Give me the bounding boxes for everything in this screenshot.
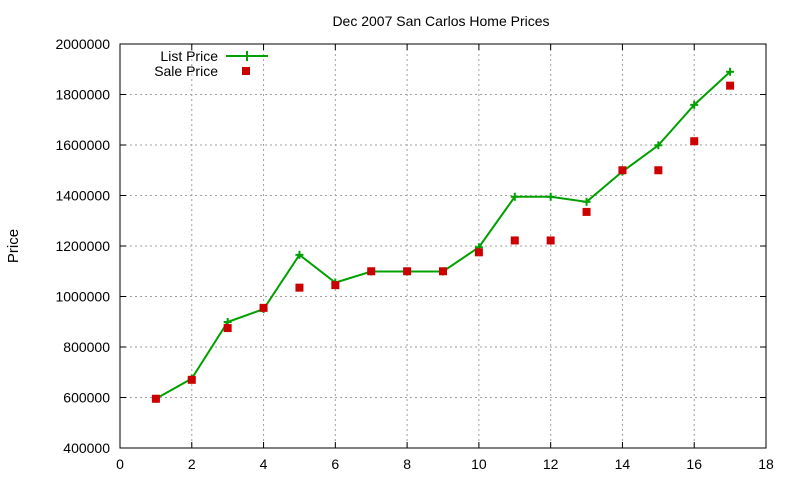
y-axis-label: Price xyxy=(5,229,22,263)
list-price-point xyxy=(690,100,699,109)
sale-price-point xyxy=(151,394,160,403)
sale-price-point xyxy=(726,81,735,90)
legend-label-sale-price: Sale Price xyxy=(154,63,218,79)
sale-price-point xyxy=(367,267,376,276)
x-tick-label: 8 xyxy=(403,456,411,472)
sale-price-point xyxy=(474,248,483,257)
x-tick-label: 14 xyxy=(615,456,631,472)
series-layer xyxy=(151,67,735,403)
sale-price-point xyxy=(187,375,196,384)
sale-price-point xyxy=(295,283,304,292)
legend-marker-list-price xyxy=(242,51,252,61)
chart-title: Dec 2007 San Carlos Home Prices xyxy=(332,13,549,29)
y-tick-label: 800000 xyxy=(63,339,110,355)
sale-price-point xyxy=(582,207,591,216)
legend-label-list-price: List Price xyxy=(160,48,218,64)
x-tick-label: 0 xyxy=(116,456,124,472)
y-tick-label: 600000 xyxy=(63,390,110,406)
list-price-point xyxy=(582,197,591,206)
sale-price-point xyxy=(618,166,627,175)
y-tick-label: 1800000 xyxy=(55,87,110,103)
list-price-point xyxy=(654,141,663,150)
list-price-point xyxy=(546,192,555,201)
sale-price-point xyxy=(510,236,519,245)
y-tick-label: 1600000 xyxy=(55,137,110,153)
y-tick-label: 1200000 xyxy=(55,238,110,254)
sale-price-point xyxy=(439,267,447,276)
sale-price-point xyxy=(654,166,663,175)
x-tick-label: 12 xyxy=(543,456,559,472)
y-tick-label: 1000000 xyxy=(55,289,110,305)
legend: List Price Sale Price xyxy=(154,48,268,79)
y-tick-label: 2000000 xyxy=(55,36,110,52)
x-tick-label: 18 xyxy=(758,456,774,472)
x-tick-label: 2 xyxy=(188,456,196,472)
x-tick-label: 10 xyxy=(471,456,487,472)
list-price-point xyxy=(295,250,304,259)
sale-price-point xyxy=(546,236,555,245)
sale-price-point xyxy=(331,281,340,290)
x-tick-label: 16 xyxy=(686,456,702,472)
y-tick-label: 400000 xyxy=(63,440,110,456)
axis-ticks: 0 2 4 6 8 10 12 14 16 18 400000 600000 800000 1000000… xyxy=(55,36,774,472)
sale-price-point xyxy=(223,324,232,333)
x-tick-label: 4 xyxy=(260,456,268,472)
x-tick-label: 6 xyxy=(331,456,339,472)
list-price-point xyxy=(510,192,519,201)
y-tick-label: 1400000 xyxy=(55,188,110,204)
sale-price-point xyxy=(259,303,268,312)
list-price-point xyxy=(726,67,735,76)
legend-marker-sale-price xyxy=(242,67,250,75)
sale-price-point xyxy=(403,267,412,276)
sale-price-point xyxy=(690,137,699,146)
